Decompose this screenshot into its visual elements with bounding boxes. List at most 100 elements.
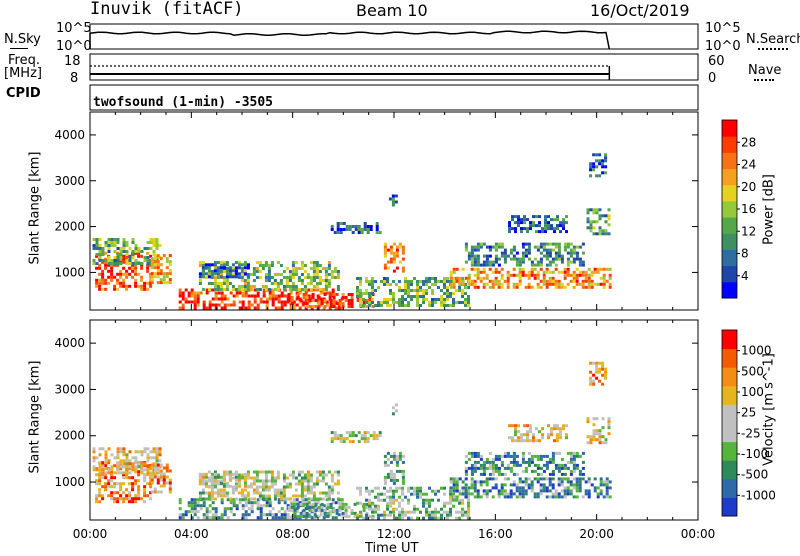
echo-cell-velocity	[476, 454, 480, 458]
echo-cell-power	[425, 283, 428, 286]
echo-cell-velocity	[377, 486, 380, 490]
echo-cell-velocity	[398, 454, 402, 458]
echo-cell-power	[443, 283, 446, 286]
echo-cell-velocity	[446, 501, 449, 505]
echo-cell-velocity	[276, 488, 280, 492]
echo-cell-velocity	[304, 501, 308, 505]
echo-cell-velocity	[156, 490, 160, 494]
echo-cell-velocity	[371, 514, 375, 518]
echo-cell-velocity	[291, 494, 295, 498]
echo-cell-power	[98, 284, 102, 288]
echo-cell-power	[360, 231, 364, 234]
echo-cell-power	[204, 266, 208, 270]
echo-cell-velocity	[333, 434, 337, 438]
echo-cell-power	[140, 275, 144, 279]
echo-cell-velocity	[470, 492, 474, 496]
echo-cell-velocity	[416, 486, 419, 490]
echo-cell-power	[599, 282, 603, 286]
echo-cell-velocity	[419, 510, 422, 514]
echo-cell-velocity	[479, 495, 483, 499]
echo-cell-power	[350, 293, 354, 296]
echo-cell-velocity	[249, 482, 253, 486]
echo-cell-power	[128, 272, 132, 276]
echo-cell-power	[116, 272, 120, 276]
echo-cell-power	[234, 269, 238, 273]
echo-cell-power	[545, 282, 549, 286]
echo-cell-power	[159, 269, 163, 273]
echo-cell-velocity	[539, 492, 543, 496]
echo-cell-power	[365, 299, 369, 302]
echo-cell-velocity	[258, 479, 262, 483]
echo-cell-velocity	[219, 481, 223, 485]
echo-cell-velocity	[280, 513, 284, 517]
echo-cell-power	[202, 303, 206, 307]
echo-cell-velocity	[287, 508, 291, 512]
echo-cell-velocity	[485, 477, 489, 481]
echo-cell-power	[419, 286, 422, 289]
echo-cell-velocity	[241, 507, 245, 511]
echo-cell-power	[425, 280, 428, 283]
echo-cell-power	[256, 291, 260, 295]
echo-cell-velocity	[365, 513, 368, 517]
echo-cell-power	[566, 270, 570, 274]
echo-cell-velocity	[572, 495, 576, 499]
echo-cell-velocity	[595, 432, 599, 436]
echo-cell-velocity	[589, 361, 593, 365]
echo-cell-velocity	[366, 431, 370, 435]
echo-cell-velocity	[334, 501, 338, 505]
echo-cell-velocity	[464, 472, 468, 476]
echo-cell-power	[288, 273, 292, 276]
echo-cell-velocity	[280, 516, 284, 520]
echo-cell-power	[198, 282, 202, 285]
echo-cell-power	[563, 242, 567, 246]
echo-cell-power	[280, 303, 284, 307]
echo-cell-power	[252, 273, 256, 276]
echo-cell-power	[290, 305, 294, 308]
echo-cell-velocity	[419, 492, 422, 496]
echo-cell-power	[389, 251, 393, 255]
echo-cell-power	[425, 289, 428, 292]
echo-cell-power	[557, 282, 561, 286]
echo-cell-power	[500, 254, 504, 258]
echo-cell-velocity	[575, 480, 579, 484]
echo-cell-power	[131, 275, 135, 279]
echo-cell-velocity	[165, 475, 169, 479]
echo-cell-power	[113, 250, 117, 253]
echo-cell-power	[128, 262, 132, 265]
echo-cell-power	[604, 156, 608, 160]
echo-cell-velocity	[331, 498, 335, 502]
echo-cell-velocity	[309, 485, 313, 489]
echo-cell-power	[586, 208, 590, 212]
echo-cell-velocity	[303, 494, 307, 498]
echo-cell-power	[356, 295, 359, 298]
velocity-colorbar-tick-label: 25	[741, 406, 756, 420]
nsky-tick-low: 10^0	[56, 39, 92, 54]
echo-cell-power	[569, 260, 573, 264]
echo-cell-power	[554, 282, 558, 286]
echo-cell-power	[231, 275, 235, 279]
echo-cell-velocity	[267, 479, 271, 483]
echo-cell-power	[565, 221, 568, 225]
echo-cell-power	[336, 222, 340, 225]
power-colorbar-swatch	[722, 120, 737, 137]
echo-cell-velocity	[413, 507, 416, 511]
echo-cell-power	[416, 280, 419, 283]
echo-cell-power	[521, 270, 525, 274]
echo-cell-power	[566, 251, 570, 255]
echo-cell-velocity	[395, 463, 399, 467]
echo-cell-velocity	[467, 489, 470, 493]
echo-cell-power	[383, 298, 386, 301]
echo-cell-power	[386, 304, 389, 307]
echo-cell-velocity	[143, 450, 147, 454]
echo-cell-velocity	[329, 502, 333, 506]
echo-cell-power	[315, 264, 319, 267]
echo-cell-velocity	[563, 486, 567, 490]
echo-cell-velocity	[488, 463, 492, 467]
echo-cell-power	[98, 259, 102, 262]
echo-cell-power	[271, 288, 275, 292]
echo-cell-power	[587, 285, 591, 289]
echo-cell-power	[156, 254, 160, 258]
echo-cell-velocity	[581, 451, 585, 455]
echo-cell-velocity	[491, 486, 495, 490]
echo-cell-velocity	[458, 492, 462, 496]
